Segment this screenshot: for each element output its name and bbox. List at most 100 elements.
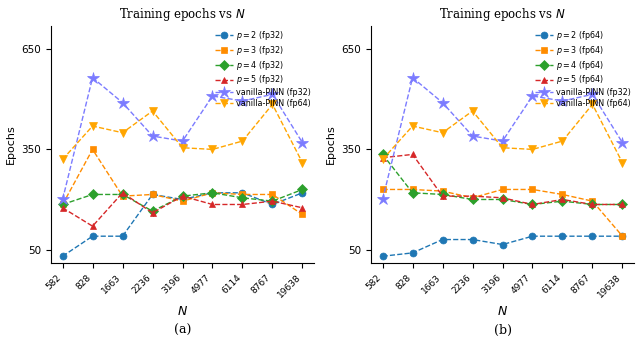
vanilla-PINN (fp64) bbox=[239, 139, 246, 143]
Text: (a): (a) bbox=[174, 324, 191, 337]
$p = 3$ (fp64) bbox=[409, 187, 417, 192]
$p = 5$ (fp32) bbox=[209, 202, 216, 207]
$p = 4$ (fp64) bbox=[559, 199, 566, 203]
$p = 4$ (fp64) bbox=[438, 192, 446, 197]
Title: Training epochs vs $N$: Training epochs vs $N$ bbox=[439, 6, 566, 23]
Text: (b): (b) bbox=[493, 324, 511, 337]
vanilla-PINN (fp32) bbox=[559, 99, 566, 103]
vanilla-PINN (fp32) bbox=[468, 134, 476, 138]
vanilla-PINN (fp64) bbox=[379, 157, 387, 162]
$p = 4$ (fp32) bbox=[118, 192, 126, 197]
$p = 3$ (fp64) bbox=[438, 189, 446, 193]
$p = 2$ (fp64) bbox=[409, 251, 417, 255]
$p = 2$ (fp64) bbox=[468, 238, 476, 242]
$p = 5$ (fp32) bbox=[239, 202, 246, 207]
$p = 2$ (fp32) bbox=[299, 191, 307, 195]
vanilla-PINN (fp64) bbox=[179, 146, 186, 150]
$p = 5$ (fp32) bbox=[269, 199, 276, 203]
$p = 5$ (fp32) bbox=[59, 206, 67, 210]
$p = 2$ (fp64) bbox=[438, 238, 446, 242]
Line: vanilla-PINN (fp64): vanilla-PINN (fp64) bbox=[58, 100, 307, 167]
$p = 4$ (fp32) bbox=[239, 196, 246, 200]
$p = 4$ (fp64) bbox=[529, 202, 536, 207]
$p = 3$ (fp32) bbox=[148, 192, 156, 197]
vanilla-PINN (fp32) bbox=[499, 139, 506, 143]
vanilla-PINN (fp32) bbox=[299, 140, 307, 145]
$p = 4$ (fp32) bbox=[59, 202, 67, 207]
$p = 3$ (fp64) bbox=[499, 187, 506, 192]
$p = 5$ (fp64) bbox=[468, 194, 476, 198]
vanilla-PINN (fp32) bbox=[118, 101, 126, 105]
$p = 2$ (fp64) bbox=[619, 234, 627, 238]
$p = 3$ (fp32) bbox=[118, 194, 126, 198]
$p = 4$ (fp64) bbox=[379, 152, 387, 156]
$p = 3$ (fp32) bbox=[59, 202, 67, 207]
$p = 5$ (fp64) bbox=[499, 196, 506, 200]
vanilla-PINN (fp64) bbox=[148, 109, 156, 113]
$p = 3$ (fp32) bbox=[179, 199, 186, 203]
$p = 3$ (fp64) bbox=[529, 187, 536, 192]
$p = 5$ (fp32) bbox=[118, 191, 126, 195]
vanilla-PINN (fp32) bbox=[619, 140, 627, 145]
Y-axis label: Epochs: Epochs bbox=[326, 125, 335, 164]
vanilla-PINN (fp32) bbox=[409, 76, 417, 80]
vanilla-PINN (fp32) bbox=[589, 92, 596, 96]
$p = 3$ (fp32) bbox=[209, 191, 216, 195]
vanilla-PINN (fp64) bbox=[499, 146, 506, 150]
Legend: $p = 2$ (fp64), $p = 3$ (fp64), $p = 4$ (fp64), $p = 5$ (fp64), vanilla-PINN (fp: $p = 2$ (fp64), $p = 3$ (fp64), $p = 4$ … bbox=[534, 28, 633, 109]
Line: vanilla-PINN (fp32): vanilla-PINN (fp32) bbox=[376, 71, 628, 206]
vanilla-PINN (fp32) bbox=[239, 99, 246, 103]
$p = 2$ (fp32) bbox=[89, 234, 97, 238]
$p = 5$ (fp32) bbox=[89, 224, 97, 228]
vanilla-PINN (fp64) bbox=[559, 139, 566, 143]
$p = 4$ (fp64) bbox=[409, 191, 417, 195]
$p = 4$ (fp64) bbox=[468, 197, 476, 202]
Line: $p = 5$ (fp64): $p = 5$ (fp64) bbox=[379, 151, 626, 208]
$p = 2$ (fp64) bbox=[559, 234, 566, 238]
$p = 5$ (fp32) bbox=[299, 206, 307, 210]
vanilla-PINN (fp32) bbox=[529, 94, 536, 98]
$p = 3$ (fp32) bbox=[89, 147, 97, 151]
$p = 3$ (fp32) bbox=[299, 213, 307, 217]
vanilla-PINN (fp64) bbox=[89, 124, 97, 128]
$p = 5$ (fp64) bbox=[589, 202, 596, 207]
vanilla-PINN (fp64) bbox=[269, 102, 276, 107]
Line: $p = 2$ (fp32): $p = 2$ (fp32) bbox=[59, 189, 306, 260]
vanilla-PINN (fp64) bbox=[468, 109, 476, 113]
X-axis label: $N$: $N$ bbox=[177, 305, 188, 318]
Line: $p = 3$ (fp32): $p = 3$ (fp32) bbox=[59, 146, 306, 218]
vanilla-PINN (fp64) bbox=[118, 131, 126, 135]
Line: $p = 4$ (fp64): $p = 4$ (fp64) bbox=[379, 151, 626, 208]
$p = 2$ (fp32) bbox=[179, 197, 186, 202]
$p = 2$ (fp32) bbox=[118, 234, 126, 238]
vanilla-PINN (fp64) bbox=[409, 124, 417, 128]
$p = 4$ (fp64) bbox=[619, 202, 627, 207]
vanilla-PINN (fp32) bbox=[89, 76, 97, 80]
$p = 2$ (fp64) bbox=[499, 243, 506, 247]
Line: vanilla-PINN (fp64): vanilla-PINN (fp64) bbox=[378, 100, 627, 167]
$p = 2$ (fp32) bbox=[59, 254, 67, 258]
Line: vanilla-PINN (fp32): vanilla-PINN (fp32) bbox=[56, 71, 308, 206]
$p = 4$ (fp32) bbox=[269, 199, 276, 203]
$p = 3$ (fp64) bbox=[379, 187, 387, 192]
$p = 2$ (fp32) bbox=[148, 192, 156, 197]
$p = 5$ (fp64) bbox=[438, 194, 446, 198]
vanilla-PINN (fp64) bbox=[529, 147, 536, 151]
$p = 2$ (fp32) bbox=[239, 191, 246, 195]
vanilla-PINN (fp32) bbox=[438, 101, 446, 105]
$p = 5$ (fp64) bbox=[529, 202, 536, 207]
vanilla-PINN (fp64) bbox=[209, 147, 216, 151]
$p = 2$ (fp64) bbox=[379, 254, 387, 258]
Line: $p = 3$ (fp64): $p = 3$ (fp64) bbox=[379, 186, 626, 240]
vanilla-PINN (fp32) bbox=[148, 134, 156, 138]
vanilla-PINN (fp32) bbox=[379, 197, 387, 202]
vanilla-PINN (fp32) bbox=[179, 139, 186, 143]
vanilla-PINN (fp64) bbox=[299, 161, 307, 165]
vanilla-PINN (fp32) bbox=[269, 92, 276, 96]
$p = 5$ (fp64) bbox=[559, 197, 566, 202]
Title: Training epochs vs $N$: Training epochs vs $N$ bbox=[119, 6, 246, 23]
$p = 4$ (fp64) bbox=[499, 197, 506, 202]
Line: $p = 2$ (fp64): $p = 2$ (fp64) bbox=[379, 233, 626, 260]
$p = 5$ (fp64) bbox=[409, 152, 417, 156]
$p = 4$ (fp32) bbox=[89, 192, 97, 197]
